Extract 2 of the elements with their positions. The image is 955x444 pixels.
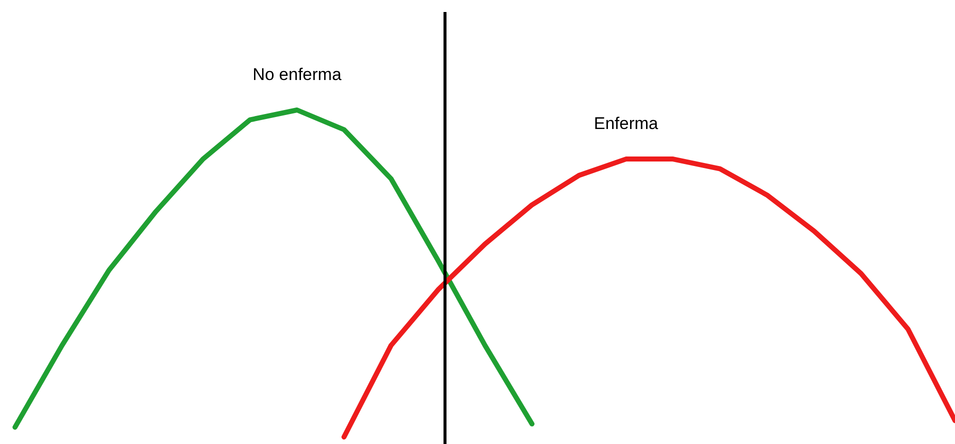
text: No enferma [252,65,342,84]
series-label: Enferma [594,114,659,134]
